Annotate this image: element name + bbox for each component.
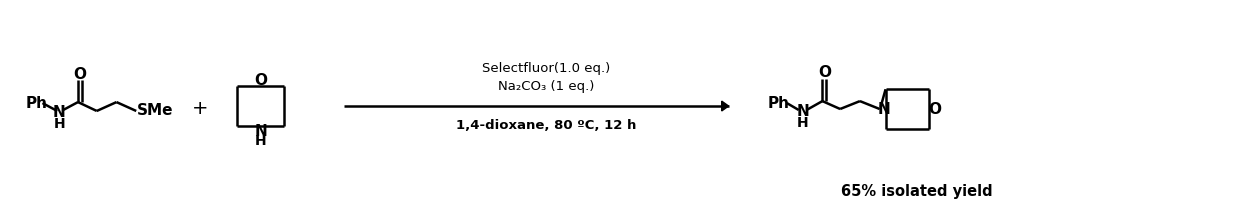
Text: H: H [255, 134, 267, 148]
Text: Ph: Ph [768, 95, 790, 111]
Text: SMe: SMe [138, 104, 174, 118]
Polygon shape [722, 101, 729, 111]
Text: N: N [254, 124, 267, 139]
Text: O: O [73, 67, 87, 82]
Text: O: O [929, 102, 941, 116]
Text: 65% isolated yield: 65% isolated yield [842, 184, 993, 199]
Text: O: O [254, 73, 267, 88]
Text: H: H [797, 116, 808, 130]
Text: H: H [53, 117, 64, 131]
Text: N: N [796, 104, 808, 119]
Text: O: O [818, 65, 831, 80]
Text: N: N [53, 106, 66, 121]
Text: +: + [192, 99, 208, 118]
Text: 1,4-dioxane, 80 ºC, 12 h: 1,4-dioxane, 80 ºC, 12 h [456, 119, 636, 132]
Text: Selectfluor(1.0 eq.): Selectfluor(1.0 eq.) [482, 62, 610, 75]
Text: N: N [878, 102, 890, 116]
Text: Na₂CO₃ (1 eq.): Na₂CO₃ (1 eq.) [497, 80, 594, 93]
Text: Ph: Ph [26, 95, 47, 111]
